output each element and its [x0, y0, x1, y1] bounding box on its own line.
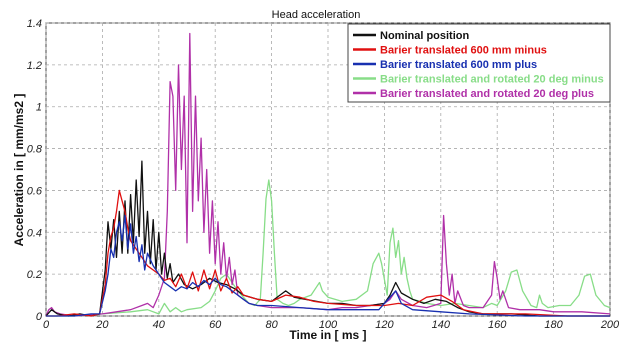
x-tick-label: 80 — [265, 319, 278, 331]
y-tick-label: 1 — [36, 102, 42, 114]
y-tick-label: 1.4 — [27, 18, 42, 30]
y-tick-label: 0.6 — [27, 185, 43, 197]
tick-labels: 0 20 40 60 80 100 120 140 160 180 200 0 0.2 0.4 0.6 0.8… — [27, 18, 620, 331]
x-axis-label: Time in [ ms ] — [289, 328, 366, 342]
x-tick-label: 20 — [95, 319, 109, 331]
x-tick-label: 40 — [153, 319, 166, 331]
x-tick-label: 200 — [600, 319, 620, 331]
x-tick-label: 60 — [209, 319, 222, 331]
legend-entry: Barier translated and rotated 20 deg min… — [380, 74, 604, 86]
series-line-3 — [46, 179, 611, 317]
y-tick-label: 1.2 — [27, 60, 42, 72]
legend-entry: Barier translated 600 mm plus — [380, 59, 537, 71]
series-lines — [45, 32, 611, 317]
x-tick-label: 100 — [319, 319, 338, 331]
x-tick-label: 140 — [432, 319, 451, 331]
legend-entry: Barier translated 600 mm minus — [380, 45, 547, 57]
chart-title: Head acceleration — [272, 9, 361, 21]
x-tick-label: 120 — [375, 319, 394, 331]
x-tick-label: 180 — [544, 319, 563, 331]
y-tick-label: 0.8 — [27, 144, 43, 156]
y-tick-label: 0.4 — [27, 227, 42, 239]
x-tick-label: 160 — [488, 319, 507, 331]
series-line-2 — [46, 214, 610, 317]
legend-box — [347, 23, 611, 103]
series-line-4 — [45, 32, 611, 317]
y-tick-label: 0.2 — [27, 269, 42, 281]
y-axis-label: Acceleration in [ mm/ms2 ] — [12, 94, 26, 247]
x-tick-label: 0 — [43, 319, 50, 331]
legend-entry: Barier translated and rotated 20 deg plu… — [380, 88, 594, 100]
legend-entry: Nominal position — [380, 30, 470, 42]
y-tick-label: 0 — [36, 311, 43, 323]
legend: Nominal position Barier translated 600 mm… — [347, 23, 611, 103]
series-line-0 — [45, 160, 610, 317]
